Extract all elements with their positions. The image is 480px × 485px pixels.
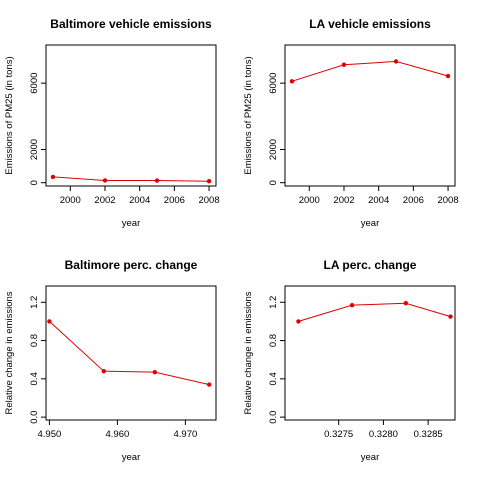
x-tick-label: 0.3275 [324,429,353,440]
y-tick-label: 2000 [268,139,279,160]
chart-panel-1: Baltimore vehicle emissions 2000 2002 2004 2… [4,17,220,229]
chart-panel-2: LA vehicle emissions 2000 2002 2004 2006 2008… [243,17,459,229]
data-point [393,59,399,64]
y-tick-label: 0 [29,180,40,185]
x-axis-label: year [122,218,140,229]
x-tick-label: 2006 [164,195,185,206]
y-tick-label: 2000 [29,139,40,160]
data-point [289,79,295,84]
series-line [291,60,449,82]
x-tick-label: 2008 [198,195,219,206]
series-line [298,302,451,322]
y-tick-label: 0.4 [29,372,40,385]
y-axis-label: Emissions of PM25 (in tons) [4,56,15,174]
y-tick-label: 0.8 [29,334,40,347]
data-point [403,301,408,306]
x-tick-label: 2006 [403,195,424,206]
plot-frame [45,285,217,421]
data-point [206,179,212,184]
y-tick-label: 0.0 [29,411,40,424]
y-tick-label: 0.8 [268,334,279,347]
chart-title: Baltimore vehicle emissions [50,17,212,31]
data-point [47,319,52,324]
chart-title: LA perc. change [324,258,417,272]
data-point [349,302,355,308]
data-point [154,178,160,183]
x-tick-label: 2000 [60,195,81,206]
x-tick-label: 0.3280 [369,429,398,440]
y-tick-label: 6000 [29,73,40,94]
y-axis-label: Emissions of PM25 (in tons) [243,56,254,174]
plot-frame [45,44,217,187]
data-point [207,382,212,387]
x-tick-label: 2000 [299,195,320,206]
data-point [50,174,56,180]
y-tick-label: 1.2 [268,296,279,309]
data-point [448,314,453,319]
x-tick-label: 4.970 [174,429,198,440]
x-tick-label: 2004 [129,195,150,206]
data-point [296,319,301,324]
x-tick-label: 2002 [94,195,115,206]
series-line [52,176,210,182]
x-tick-label: 4.950 [38,429,62,440]
y-tick-label: 0 [268,180,279,185]
x-tick-label: 2002 [333,195,354,206]
x-axis-label: year [361,218,379,229]
plot-frame [284,44,456,187]
y-tick-label: 0.0 [268,411,279,424]
series-line [49,321,210,386]
x-tick-label: 4.960 [106,429,130,440]
x-tick-label: 2008 [437,195,458,206]
data-point [101,368,107,374]
data-point [445,73,451,79]
y-tick-label: 1.2 [29,296,40,309]
x-tick-label: 0.3285 [414,429,443,440]
y-axis-label: Relative change in emissions [243,291,254,414]
data-point [102,178,108,183]
y-axis-label: Relative change in emissions [4,291,15,414]
chart-title: Baltimore perc. change [65,258,198,272]
data-point [152,369,157,375]
chart-panel-3: Baltimore perc. change 4.950 4.960 4.970 0.0… [4,258,217,463]
chart-title: LA vehicle emissions [309,17,431,31]
x-axis-label: year [361,452,379,463]
y-tick-label: 6000 [268,73,279,94]
x-axis-label: year [122,452,140,463]
chart-panel-4: LA perc. change 0.3275 0.3280 0.3285 0.0 0.4 0… [243,258,456,463]
x-tick-label: 2004 [368,195,389,206]
plot-frame [284,285,456,421]
data-point [341,62,347,67]
y-tick-label: 0.4 [268,372,279,385]
